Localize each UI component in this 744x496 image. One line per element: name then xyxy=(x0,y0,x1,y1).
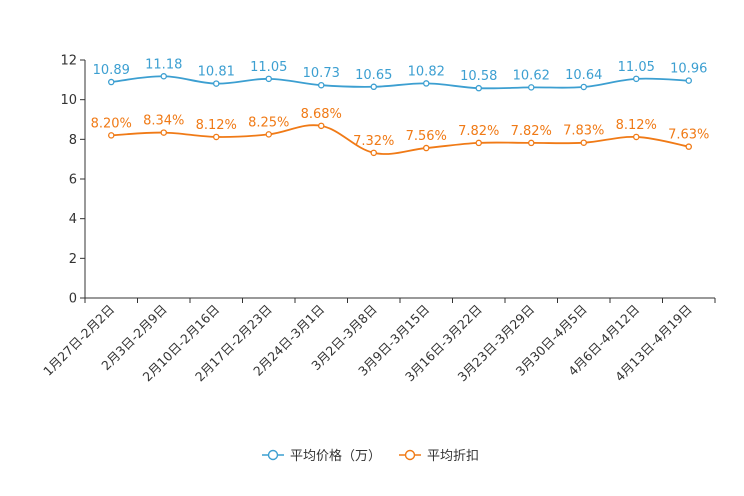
y-tick-label: 12 xyxy=(60,54,77,69)
data-label: 7.82% xyxy=(458,124,499,139)
data-label: 11.05 xyxy=(250,60,287,75)
data-label: 10.58 xyxy=(460,69,497,84)
y-tick-label: 10 xyxy=(60,93,77,108)
data-label: 10.65 xyxy=(355,68,392,83)
data-label: 8.68% xyxy=(301,107,342,122)
data-point[interactable] xyxy=(475,84,482,92)
data-label: 8.20% xyxy=(91,116,132,131)
data-point[interactable] xyxy=(685,143,693,150)
data-label: 7.63% xyxy=(668,128,709,143)
data-label: 8.25% xyxy=(248,115,289,130)
data-label: 11.05 xyxy=(618,60,655,75)
data-point[interactable] xyxy=(212,80,220,87)
y-tick-label: 8 xyxy=(69,133,77,148)
data-point[interactable] xyxy=(528,139,535,147)
legend-marker xyxy=(267,449,279,461)
data-label: 8.12% xyxy=(616,118,657,133)
data-label: 7.83% xyxy=(563,124,604,139)
data-point[interactable] xyxy=(265,75,272,83)
y-axis-ticks: 0 2 4 6 8 10 12 xyxy=(60,54,85,307)
data-point[interactable] xyxy=(633,75,640,83)
legend-marker xyxy=(404,449,416,461)
data-point[interactable] xyxy=(370,149,377,157)
data-point[interactable] xyxy=(108,78,115,86)
data-label: 10.64 xyxy=(565,68,602,83)
data-label: 10.82 xyxy=(408,64,445,79)
legend-label: 平均价格（万） xyxy=(290,448,381,464)
data-point[interactable] xyxy=(317,122,325,130)
data-point[interactable] xyxy=(370,83,377,91)
data-label: 7.32% xyxy=(353,134,394,149)
data-point[interactable] xyxy=(580,139,588,146)
series-lines xyxy=(108,73,693,157)
y-tick-label: 6 xyxy=(69,173,77,188)
data-point[interactable] xyxy=(528,84,535,91)
data-point[interactable] xyxy=(317,81,325,89)
series-line-2 xyxy=(111,124,689,155)
data-label: 10.81 xyxy=(198,65,235,80)
series-line-1 xyxy=(111,75,689,90)
data-label: 8.12% xyxy=(196,118,237,133)
y-tick-label: 4 xyxy=(69,212,77,227)
data-label: 10.89 xyxy=(93,63,130,78)
data-point[interactable] xyxy=(265,131,272,138)
data-label: 10.96 xyxy=(670,62,707,77)
data-labels: 10.89 11.18 10.81 11.05 10.73 10.65 10.82 10.58… xyxy=(91,57,710,149)
data-point[interactable] xyxy=(422,144,430,152)
y-tick-label: 0 xyxy=(69,292,77,307)
data-label: 7.82% xyxy=(511,124,552,139)
data-point[interactable] xyxy=(160,129,167,136)
data-label: 8.34% xyxy=(143,114,184,129)
legend[interactable]: 平均价格（万） 平均折扣 xyxy=(262,448,479,464)
x-axis-ticks: 1月27日-2月2日2月3日-2月9日2月10日-2月16日2月17日-2月23… xyxy=(40,298,716,384)
legend-label: 平均折扣 xyxy=(427,449,479,464)
data-point[interactable] xyxy=(212,133,220,141)
data-point[interactable] xyxy=(633,133,640,141)
data-label: 7.56% xyxy=(406,129,447,144)
data-point[interactable] xyxy=(422,80,430,87)
data-point[interactable] xyxy=(108,132,115,139)
data-point[interactable] xyxy=(160,73,167,80)
y-tick-label: 2 xyxy=(69,252,77,267)
data-point[interactable] xyxy=(475,139,482,147)
axes xyxy=(84,60,715,299)
data-label: 10.73 xyxy=(303,66,340,81)
data-point[interactable] xyxy=(685,77,693,84)
data-label: 10.62 xyxy=(513,68,550,83)
legend-item-2[interactable]: 平均折扣 xyxy=(399,449,479,464)
data-point[interactable] xyxy=(580,83,588,91)
legend-item-1[interactable]: 平均价格（万） xyxy=(262,448,381,464)
data-label: 11.18 xyxy=(145,57,182,72)
